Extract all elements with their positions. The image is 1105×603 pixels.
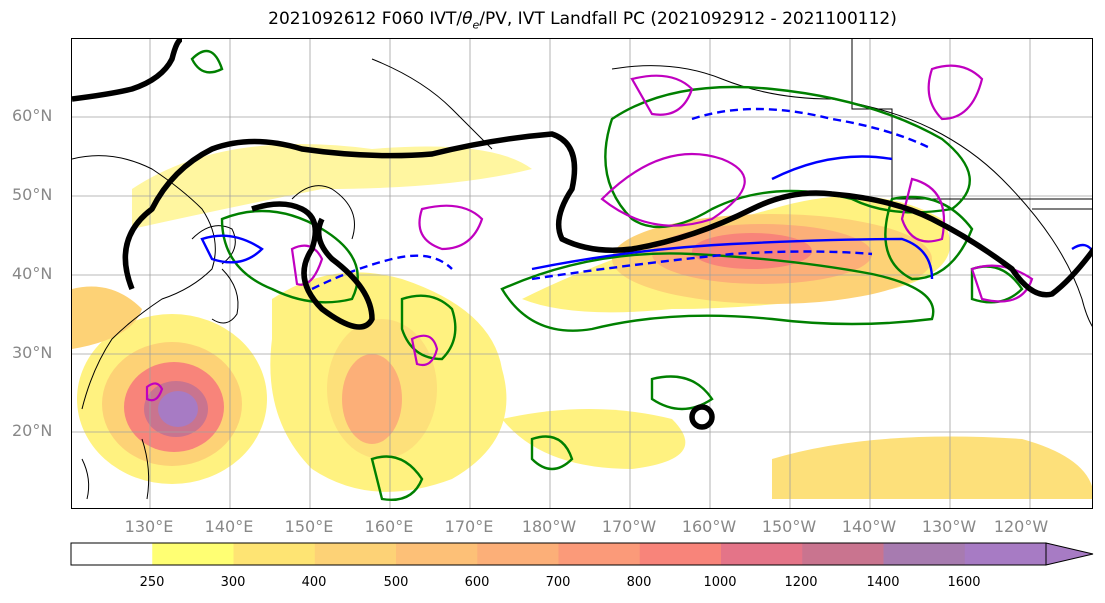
pv-main-contour	[72, 39, 183, 102]
colorbar-tick: 1600	[947, 575, 981, 590]
colorbar-tick: 1000	[703, 575, 737, 590]
colorbar-segment	[314, 543, 397, 565]
colorbar-segment	[964, 543, 1047, 565]
lon-label-160w: 160°W	[681, 517, 737, 536]
colorbar-tick: 800	[626, 575, 652, 590]
colorbar-segment	[639, 543, 722, 565]
ivt-blob-east	[772, 436, 1092, 499]
lon-label-150e: 150°E	[284, 517, 334, 536]
lat-label-20: 20°N	[12, 421, 53, 440]
colorbar-tick: 250	[139, 575, 165, 590]
colorbar-segment	[558, 543, 641, 565]
ivt-blob-north	[132, 144, 532, 229]
colorbar-segment	[396, 543, 478, 565]
lon-label-130e: 130°E	[124, 517, 174, 536]
colorbar-tick: 600	[464, 575, 490, 590]
lat-label-60: 60°N	[12, 106, 53, 125]
lon-label-180w: 180°W	[521, 517, 577, 536]
colorbar-segment	[802, 543, 884, 565]
pv-small-ring	[689, 404, 715, 430]
map-canvas	[72, 39, 1092, 508]
magenta-contours	[145, 64, 1034, 402]
lat-label-50: 50°N	[12, 185, 53, 204]
colorbar-segment	[233, 543, 316, 565]
lon-label-170e: 170°E	[444, 517, 494, 536]
lon-label-170w: 170°W	[601, 517, 657, 536]
lat-label-40: 40°N	[12, 264, 53, 283]
ivt-blob-west	[72, 286, 142, 349]
lon-label-120w: 120°W	[993, 517, 1049, 536]
lon-label-140w: 140°W	[841, 517, 897, 536]
coastlines	[72, 39, 1092, 500]
lat-label-30: 30°N	[12, 343, 53, 362]
blue-contours	[200, 107, 1092, 291]
colorbar-segment	[477, 543, 559, 565]
gridlines	[72, 39, 1092, 508]
map-title: 2021092612 F060 IVT/θe/PV, IVT Landfall …	[268, 9, 897, 32]
colorbar-tick: 400	[301, 575, 327, 590]
colorbar-tick: 1200	[784, 575, 818, 590]
colorbar-segment	[71, 543, 153, 565]
lon-label-140e: 140°E	[204, 517, 254, 536]
map-panel	[71, 38, 1093, 509]
colorbar-segment	[883, 543, 966, 565]
colorbar-tick: 700	[545, 575, 571, 590]
colorbar-extend-arrow	[1045, 542, 1094, 566]
lon-label-160e: 160°E	[364, 517, 414, 536]
colorbar-tick: 500	[383, 575, 409, 590]
lon-label-130w: 130°W	[921, 517, 977, 536]
colorbar-tick: 1400	[866, 575, 900, 590]
ivt-shading	[72, 144, 1092, 499]
colorbar-segment	[721, 543, 803, 565]
lon-label-150w: 150°W	[761, 517, 817, 536]
colorbar	[70, 542, 1094, 566]
colorbar-segment	[152, 543, 234, 565]
colorbar-tick: 300	[220, 575, 246, 590]
pv-contours	[72, 39, 1092, 430]
